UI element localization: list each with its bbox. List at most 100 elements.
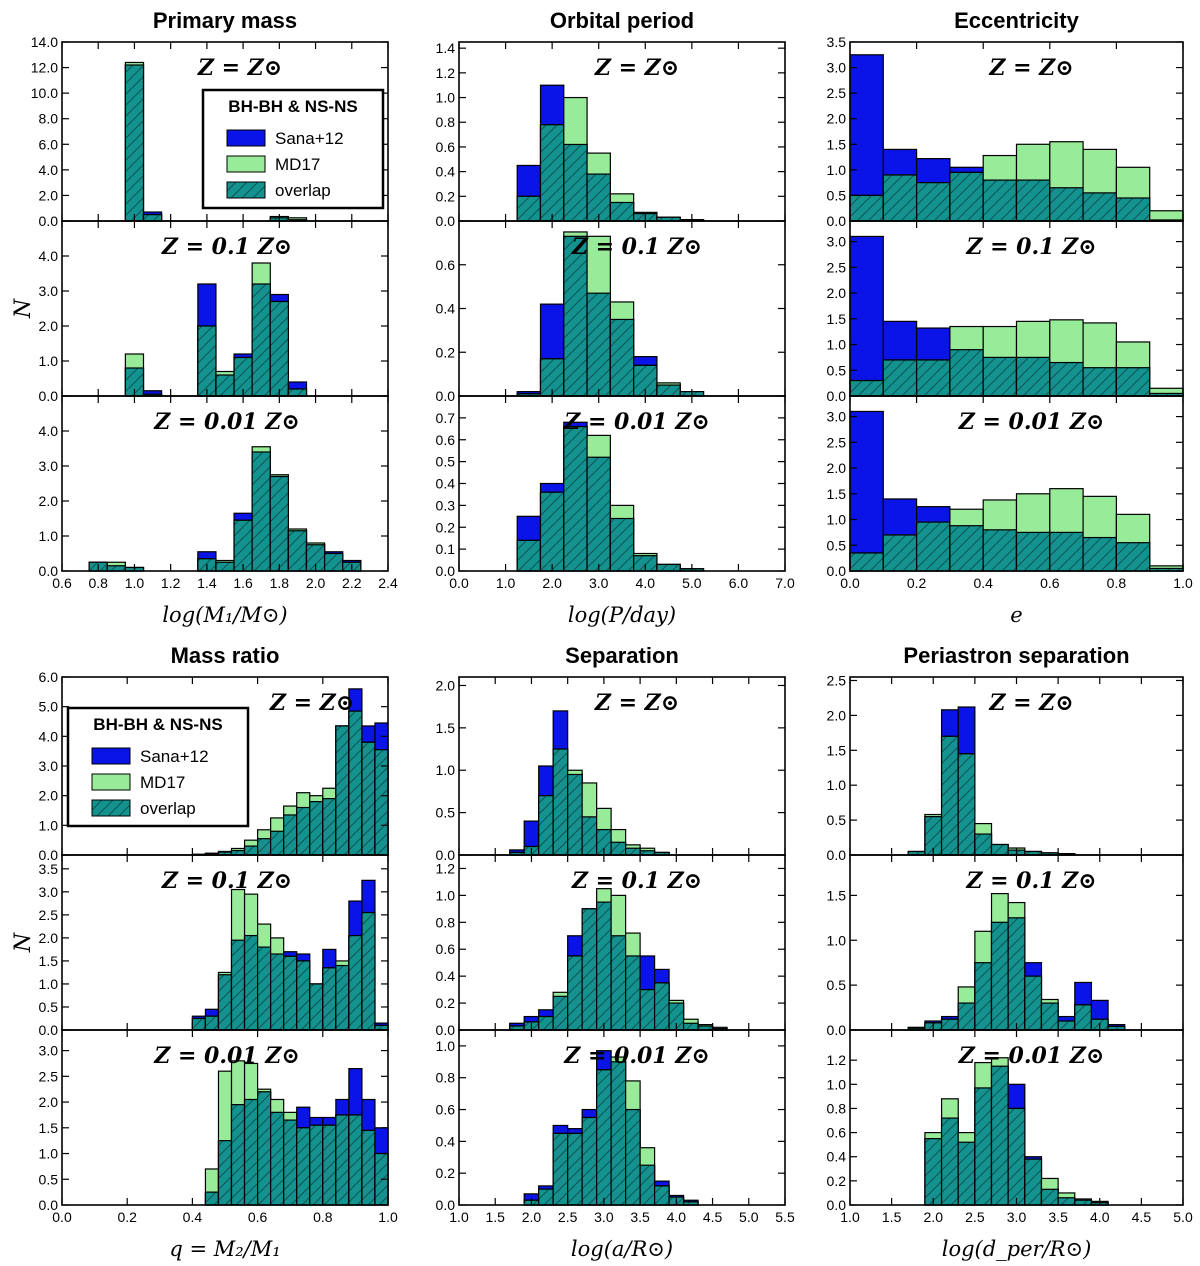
bar-overlap — [563, 426, 588, 572]
y-tick-label: 3.5 — [39, 861, 59, 877]
metallicity-label: Z = 0.1 Z⊙ — [965, 868, 1096, 894]
y-tick-label: 0.5 — [827, 537, 847, 553]
bar-overlap — [243, 845, 259, 856]
x-tick-label: 5.5 — [775, 1209, 795, 1225]
bar-overlap — [283, 814, 298, 856]
bar-overlap — [233, 519, 253, 572]
bar-overlap — [322, 1124, 337, 1206]
y-tick-label: 3.0 — [39, 1043, 59, 1059]
chart-title: Separation — [565, 643, 679, 668]
y-tick-label: 1.0 — [39, 817, 59, 833]
y-tick-label: 0.7 — [436, 410, 456, 426]
bar-overlap — [586, 456, 611, 572]
y-tick-label: 2.0 — [436, 677, 456, 693]
y-tick-label: 0.0 — [39, 213, 59, 229]
panel-frame — [61, 1029, 389, 1206]
legend-title: BH-BH & NS-NS — [228, 97, 357, 116]
x-tick-label: 7.0 — [775, 575, 795, 591]
y-tick-label: 2.0 — [827, 707, 847, 723]
y-tick-label: 0.2 — [436, 344, 456, 360]
y-tick-label: 1.0 — [827, 932, 847, 948]
panel: 0.0 0.2 0.4 0.6 0.8 1.0 1.2 1.4 Z = Z⊙ — [436, 40, 786, 229]
y-tick-label: 12.0 — [31, 60, 58, 76]
x-tick-label: 3.0 — [589, 575, 609, 591]
y-tick-label: 0.5 — [436, 805, 456, 821]
y-tick-label: 0.8 — [436, 1070, 456, 1086]
bar-overlap — [940, 1117, 959, 1206]
bar-overlap — [269, 300, 289, 397]
bar-overlap — [270, 953, 285, 1031]
y-tick-label: 1.5 — [436, 720, 456, 736]
bar-overlap — [849, 552, 884, 572]
bar-overlap — [287, 388, 308, 397]
y-tick-label: 0.5 — [827, 812, 847, 828]
bar-overlap — [538, 795, 554, 856]
bar-overlap — [269, 475, 289, 572]
y-tick-label: 0.0 — [436, 563, 456, 579]
y-tick-label: 1.0 — [39, 353, 59, 369]
y-tick-label: 0.0 — [436, 213, 456, 229]
x-tick-label: 2.2 — [342, 575, 362, 591]
panel: 0.0 0.5 1.0 1.5 Z = 0.1 Z⊙ — [827, 854, 1184, 1038]
bar-overlap — [581, 1116, 598, 1206]
bar-overlap — [940, 1018, 959, 1031]
bar-overlap — [940, 735, 959, 856]
y-tick-label: 2.0 — [827, 285, 847, 301]
y-axis-label: N — [11, 298, 36, 319]
y-tick-label: 1.5 — [827, 311, 847, 327]
x-tick-label: 1.4 — [197, 575, 217, 591]
y-tick-label: 0.5 — [436, 454, 456, 470]
y-tick-label: 0.0 — [39, 847, 59, 863]
panel: 0.0 0.5 1.0 1.5 2.0 2.5 Z = Z⊙ — [827, 672, 1184, 863]
bar-overlap — [849, 194, 884, 222]
bar-overlap — [974, 962, 993, 1031]
y-tick-label: 3.0 — [827, 60, 847, 76]
bar-overlap — [230, 939, 246, 1031]
x-axis-label: q = M₂/M₁ — [169, 1237, 280, 1261]
y-tick-label: 2.0 — [39, 187, 59, 203]
bar-overlap — [322, 967, 337, 1031]
metallicity-label: Z = 0.01 Z⊙ — [563, 409, 710, 435]
legend-entry: MD17 — [140, 773, 185, 792]
bar-overlap — [957, 1002, 976, 1031]
y-tick-label: 4.0 — [39, 728, 59, 744]
bar-overlap — [1074, 1004, 1093, 1031]
y-tick-label: 2.0 — [39, 493, 59, 509]
bar-overlap — [1049, 531, 1084, 572]
bar-overlap — [204, 1015, 220, 1031]
x-tick-label: 1.0 — [496, 575, 516, 591]
bar-overlap — [949, 171, 984, 222]
y-tick-label: 1.0 — [827, 512, 847, 528]
y-tick-label: 1.5 — [827, 136, 847, 152]
bar-overlap — [1049, 187, 1084, 222]
chart-separation: Separation 0.0 0.5 1.0 1.5 2.0 Z = Z⊙ 0.0 0.2 0.4… — [436, 643, 795, 1261]
y-tick-label: 0.8 — [827, 1100, 847, 1116]
x-tick-label: 5.0 — [1173, 1209, 1193, 1225]
bar-overlap — [257, 946, 272, 1031]
y-tick-label: 0.0 — [39, 1197, 59, 1213]
bar-overlap — [309, 983, 324, 1031]
bar-overlap — [882, 359, 918, 397]
y-tick-label: 1.0 — [827, 162, 847, 178]
chart-primary-mass: Primary mass 0.0 2.0 4.0 6.0 8.0 10.0 12.0 14.0 Z… — [11, 8, 398, 627]
y-tick-label: 2.0 — [39, 1094, 59, 1110]
x-tick-label: 0.4 — [183, 1209, 203, 1225]
y-tick-label: 0.5 — [39, 999, 59, 1015]
bar-overlap — [296, 1127, 311, 1206]
x-tick-label: 3.0 — [594, 1209, 614, 1225]
panel: 0.0 0.1 0.2 0.3 0.4 0.5 0.6 0.7 0.0 1.0 2.0 3.0 4.0 5… — [436, 395, 795, 591]
bar-overlap — [581, 816, 598, 856]
y-tick-label: 1.5 — [827, 887, 847, 903]
x-tick-label: 0.0 — [52, 1209, 72, 1225]
y-tick-label: 0.2 — [436, 519, 456, 535]
chart-eccentricity: Eccentricity 0.0 0.5 1.0 1.5 2.0 2.5 3.0 3.5 Z = … — [827, 8, 1193, 627]
panel-frame — [61, 395, 389, 572]
bar-overlap — [335, 964, 350, 1031]
legend-swatch — [226, 129, 266, 147]
panel: 0.0 0.5 1.0 1.5 2.0 2.5 3.0 0.0 0.2 0.4 0.6 0.8 1.0 Z… — [827, 395, 1193, 591]
x-tick-label: 6.0 — [729, 575, 749, 591]
bar-overlap — [243, 934, 259, 1031]
bar-overlap — [1082, 536, 1117, 572]
bar-overlap — [270, 1111, 285, 1206]
